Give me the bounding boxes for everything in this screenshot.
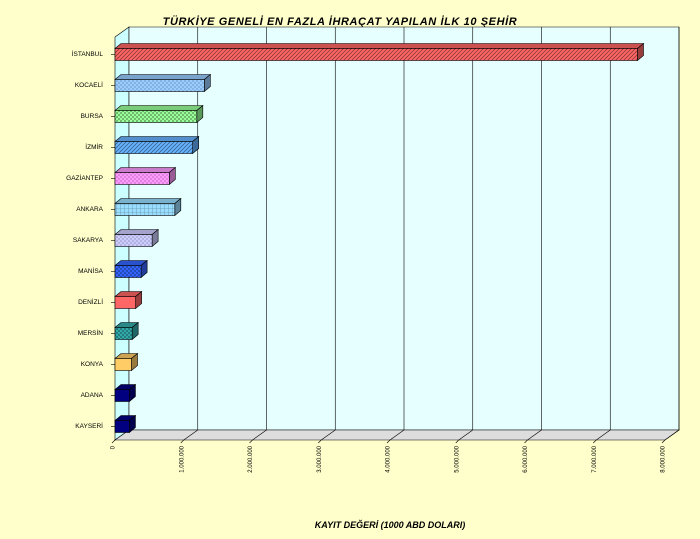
x-tick-label: 5.000.000 bbox=[454, 445, 460, 472]
tick-mark bbox=[180, 439, 184, 444]
bar-front bbox=[114, 141, 193, 154]
x-tick-label: 0 bbox=[111, 445, 117, 449]
bar-front bbox=[114, 203, 176, 216]
x-tick-label: 6.000.000 bbox=[523, 445, 529, 472]
bar-front bbox=[114, 110, 198, 123]
category-label: İSTANBUL bbox=[72, 49, 104, 58]
chart-tick-labels: 0 1.000.000 2.000.000 3.000.000 4.000.000 5.0… bbox=[111, 445, 667, 472]
category-label: GAZİANTEP bbox=[66, 173, 103, 182]
chart-title: TÜRKİYE GENELİ EN FAZLA İHRAÇAT YAPILAN … bbox=[162, 16, 518, 28]
floor-gridline bbox=[389, 429, 405, 441]
bar-front bbox=[114, 296, 136, 309]
floor-gridline bbox=[664, 429, 680, 441]
bar-front bbox=[114, 48, 638, 61]
category-label: MANİSA bbox=[78, 266, 104, 275]
bar bbox=[114, 135, 200, 155]
bar bbox=[114, 414, 137, 434]
bar bbox=[114, 259, 148, 279]
tick-mark bbox=[524, 439, 528, 444]
bar bbox=[114, 352, 139, 372]
x-tick-label: 4.000.000 bbox=[386, 445, 392, 472]
category-label: KOCAELİ bbox=[75, 80, 103, 89]
bar bbox=[114, 321, 140, 341]
category-label: KAYSERİ bbox=[75, 421, 103, 430]
bar bbox=[114, 42, 645, 62]
bar bbox=[114, 104, 204, 124]
tick-mark bbox=[455, 439, 459, 444]
chart-gridlines bbox=[111, 27, 680, 444]
floor-gridline bbox=[252, 429, 267, 441]
category-label: SAKARYA bbox=[73, 237, 104, 244]
tick-mark bbox=[318, 439, 322, 444]
bar-front bbox=[114, 389, 130, 402]
tick-mark bbox=[111, 439, 116, 444]
tick-mark bbox=[249, 439, 253, 444]
bar-front bbox=[114, 358, 132, 371]
bar-front bbox=[114, 420, 130, 433]
bar bbox=[114, 73, 212, 93]
bar-front bbox=[114, 234, 153, 247]
floor-gridline bbox=[458, 429, 473, 441]
x-tick-label: 3.000.000 bbox=[317, 445, 323, 472]
bar bbox=[114, 228, 159, 248]
floor-gridline bbox=[596, 429, 611, 441]
bar-front bbox=[114, 265, 142, 278]
tick-mark bbox=[386, 439, 391, 444]
bar bbox=[114, 290, 143, 310]
tick-mark bbox=[593, 439, 597, 444]
category-label: İZMİR bbox=[85, 142, 103, 151]
bar-front bbox=[114, 327, 133, 340]
category-label: ANKARA bbox=[76, 206, 103, 213]
floor-gridline bbox=[527, 429, 542, 441]
x-tick-label: 8.000.000 bbox=[661, 445, 667, 472]
category-label: ADANA bbox=[81, 392, 104, 399]
category-label: BURSA bbox=[81, 113, 104, 120]
category-label: KONYA bbox=[81, 361, 104, 368]
x-tick-label: 7.000.000 bbox=[592, 445, 598, 472]
category-label: DENİZLİ bbox=[78, 297, 103, 306]
bar-front bbox=[114, 172, 170, 185]
chart-bars bbox=[114, 42, 645, 434]
chart-category-labels: İSTANBUL KOCAELİ BURSA İZMİR GAZİANTEP ANKARA… bbox=[66, 49, 115, 430]
bar bbox=[114, 383, 137, 403]
tick-mark bbox=[661, 439, 666, 444]
x-tick-label: 2.000.000 bbox=[248, 445, 254, 472]
x-tick-label: 1.000.000 bbox=[179, 445, 185, 472]
bar-front bbox=[114, 79, 205, 92]
bar bbox=[114, 166, 177, 186]
floor-gridline bbox=[321, 429, 336, 441]
bar bbox=[114, 197, 182, 217]
category-label: MERSİN bbox=[78, 328, 104, 337]
x-axis-label: KAYIT DEĞERİ (1000 ABD DOLARI) bbox=[314, 520, 466, 530]
floor-gridline bbox=[183, 429, 198, 441]
